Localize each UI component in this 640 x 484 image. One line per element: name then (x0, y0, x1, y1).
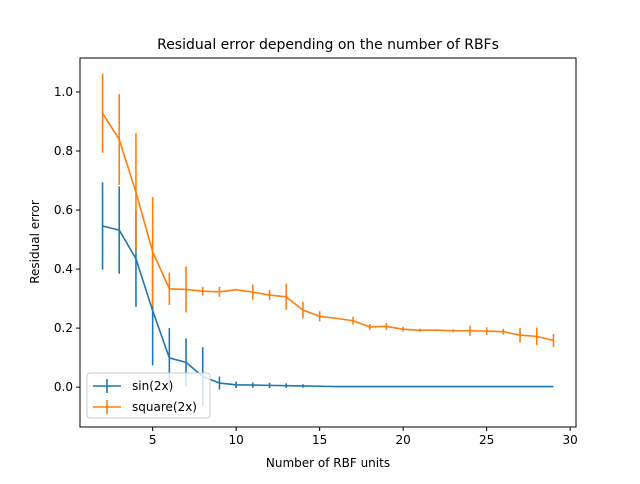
x-tick-label: 25 (479, 433, 494, 447)
chart-title: Residual error depending on the number o… (157, 37, 499, 53)
y-axis-label: Residual error (28, 200, 42, 284)
y-tick-label: 0.6 (54, 203, 73, 217)
axes-frame (79, 57, 577, 428)
y-tick-label: 1.0 (54, 85, 73, 99)
legend-label: sin(2x) (132, 379, 173, 393)
legend-entries: sin(2x) square(2x) (93, 379, 197, 414)
series-line (102, 225, 554, 388)
x-tick-label: 20 (396, 433, 411, 447)
ticks-layer: 5 10 15 20 25 30 0.0 0.2 0.4 0.6 0.8 1.0 (54, 85, 578, 447)
y-tick-label: 0.4 (54, 262, 73, 276)
y-tick-label: 0.0 (54, 380, 73, 394)
y-tick-label: 0.2 (54, 321, 73, 335)
x-tick-label: 30 (563, 433, 578, 447)
series-2 (101, 73, 555, 348)
y-tick-label: 0.8 (54, 144, 73, 158)
x-axis-label: Number of RBF units (266, 456, 390, 470)
legend: sin(2x) square(2x) (86, 372, 211, 419)
x-tick-label: 15 (312, 433, 327, 447)
series-line (101, 112, 554, 342)
legend-label: square(2x) (132, 400, 197, 414)
x-tick-label: 10 (229, 433, 244, 447)
x-tick-label: 5 (149, 433, 157, 447)
